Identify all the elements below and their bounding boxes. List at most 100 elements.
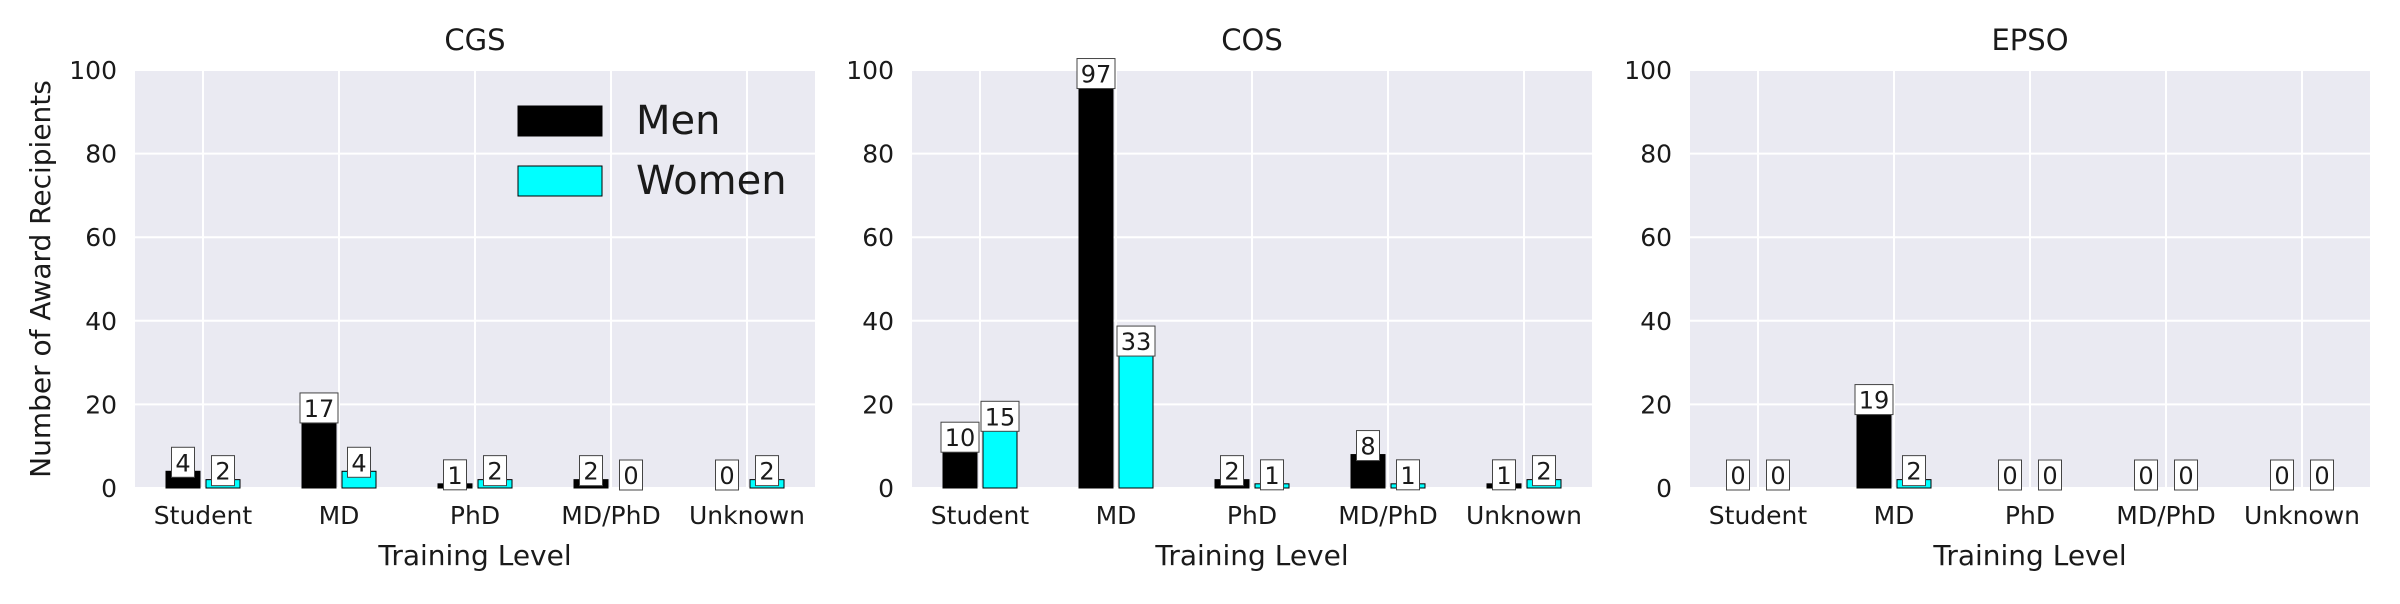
x-axis-label: Training Level (1154, 539, 1348, 572)
y-tick-label: 60 (85, 223, 117, 252)
data-label-box (619, 459, 643, 491)
x-tick-label: MD (319, 501, 360, 530)
data-label: 1 (1400, 462, 1415, 490)
y-tick-label: 80 (1640, 140, 1672, 169)
data-label: 33 (1121, 328, 1152, 356)
data-label-box (347, 446, 371, 478)
legend-label-men: Men (636, 98, 720, 144)
data-label-box (2174, 459, 2198, 491)
data-label: 0 (2274, 462, 2289, 490)
data-label-box (211, 455, 235, 487)
x-tick-label: Student (931, 501, 1030, 530)
x-tick-label: Unknown (689, 501, 805, 530)
data-label: 15 (985, 403, 1016, 431)
data-label: 2 (759, 458, 774, 486)
y-tick-label: 0 (1656, 474, 1672, 503)
x-axis-label: Training Level (377, 539, 571, 572)
data-label-box (1116, 325, 1156, 357)
data-label-box (1902, 455, 1926, 487)
data-label-box (1532, 455, 1556, 487)
data-label: 1 (447, 462, 462, 490)
y-tick-label: 40 (862, 307, 894, 336)
bar-women-student (982, 424, 1018, 489)
x-tick-label: Student (1709, 501, 1808, 530)
y-tick-label: 0 (101, 474, 117, 503)
data-label-box (1766, 459, 1790, 491)
y-tick-label: 40 (85, 307, 117, 336)
x-tick-label: Unknown (1466, 501, 1582, 530)
data-label-box (940, 421, 980, 453)
data-label-box (1492, 459, 1516, 491)
data-label: 2 (487, 458, 502, 486)
y-tick-label: 60 (1640, 223, 1672, 252)
data-label: 10 (945, 424, 976, 452)
data-label-box (483, 455, 507, 487)
data-label-box (299, 392, 339, 424)
data-label: 0 (2314, 462, 2329, 490)
data-label-box (2270, 459, 2294, 491)
data-label-box (2310, 459, 2334, 491)
x-tick-label: PhD (2005, 501, 2055, 530)
data-label-box (1854, 384, 1894, 416)
y-tick-label: 20 (1640, 390, 1672, 419)
data-label: 4 (175, 449, 190, 477)
y-axis-label: Number of Award Recipients (24, 80, 57, 478)
data-label-box (579, 455, 603, 487)
data-label-box (980, 400, 1020, 432)
data-label-box (1076, 58, 1116, 90)
data-label-box (2134, 459, 2158, 491)
data-label: 0 (1770, 462, 1785, 490)
data-label: 2 (215, 458, 230, 486)
y-tick-label: 100 (1624, 56, 1672, 85)
y-tick-label: 20 (862, 390, 894, 419)
y-tick-label: 0 (878, 474, 894, 503)
data-label: 8 (1360, 433, 1375, 461)
x-tick-label: Student (154, 501, 253, 530)
panel-title: EPSO (1991, 23, 2068, 57)
data-label: 1 (1496, 462, 1511, 490)
bar-men-md (1856, 408, 1892, 489)
data-label-box (1220, 455, 1244, 487)
y-tick-label: 40 (1640, 307, 1672, 336)
y-tick-label: 100 (69, 56, 117, 85)
data-label: 2 (1224, 458, 1239, 486)
data-label-box (1260, 459, 1284, 491)
x-tick-label: MD/PhD (1338, 501, 1437, 530)
data-label: 0 (2138, 462, 2153, 490)
data-label-box (1998, 459, 2022, 491)
data-label: 0 (2178, 462, 2193, 490)
panel-title: CGS (444, 23, 505, 57)
bar-men-md (301, 416, 337, 489)
data-label: 0 (2042, 462, 2057, 490)
x-tick-label: MD (1874, 501, 1915, 530)
legend-swatch-women (517, 165, 603, 197)
data-label: 2 (583, 458, 598, 486)
data-label-box (715, 459, 739, 491)
y-tick-label: 80 (862, 140, 894, 169)
y-tick-label: 60 (862, 223, 894, 252)
bar-men-student (942, 445, 978, 489)
data-label-box (1396, 459, 1420, 491)
data-label-box (443, 459, 467, 491)
y-tick-label: 20 (85, 390, 117, 419)
x-tick-label: PhD (450, 501, 500, 530)
data-label-box (755, 455, 779, 487)
bar-men-md (1078, 82, 1114, 489)
data-label-box (2038, 459, 2062, 491)
data-label: 0 (1730, 462, 1745, 490)
data-label: 19 (1859, 387, 1890, 415)
bar-women-md (1118, 349, 1154, 489)
x-tick-label: MD (1096, 501, 1137, 530)
data-label: 0 (623, 462, 638, 490)
data-label: 1 (1264, 462, 1279, 490)
data-label: 2 (1906, 458, 1921, 486)
data-label: 97 (1081, 61, 1112, 89)
y-tick-label: 100 (846, 56, 894, 85)
data-label: 4 (351, 449, 366, 477)
y-tick-label: 80 (85, 140, 117, 169)
data-label: 0 (719, 462, 734, 490)
data-label-box (1356, 430, 1380, 462)
data-label-box (1726, 459, 1750, 491)
